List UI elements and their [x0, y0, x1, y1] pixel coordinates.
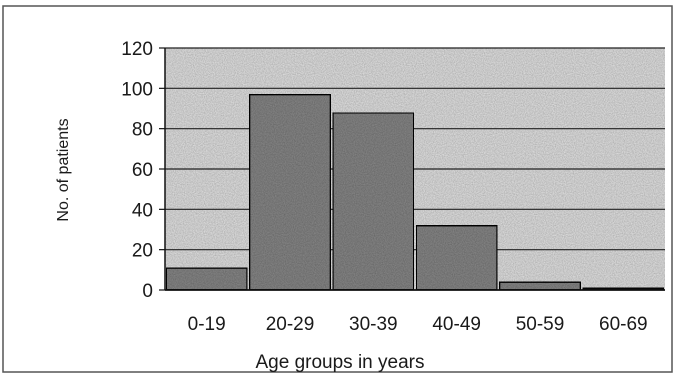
y-tick-labels: 0 20 40 60 80 100 120 [121, 39, 153, 302]
y-tick-label: 80 [132, 120, 153, 141]
y-tick-label: 40 [132, 200, 153, 221]
y-tick-label: 20 [132, 241, 153, 262]
x-tick-label: 50-59 [516, 314, 565, 335]
x-tick-label: 20-29 [266, 314, 315, 335]
x-tick-label: 30-39 [349, 314, 398, 335]
bar-40-49 [415, 224, 499, 291]
y-tick-label: 60 [132, 160, 153, 181]
bars [165, 93, 666, 292]
y-tick-label: 120 [121, 39, 153, 60]
axes [164, 48, 665, 291]
bar-50-59 [498, 280, 582, 291]
x-tick-label: 60-69 [599, 314, 648, 335]
x-tick-label: 0-19 [188, 314, 226, 335]
x-axis-title: Age groups in years [256, 352, 425, 373]
y-tick-label: 0 [142, 281, 153, 302]
bar-20-29 [248, 93, 332, 291]
x-tick-labels: 0-19 20-29 30-39 40-49 50-59 60-69 [188, 314, 648, 335]
bar-0-19 [165, 266, 249, 292]
bar-30-39 [331, 111, 415, 291]
x-tick-label: 40-49 [432, 314, 481, 335]
y-axis-title: No. of patients [55, 118, 72, 221]
y-tick-label: 100 [121, 79, 153, 100]
